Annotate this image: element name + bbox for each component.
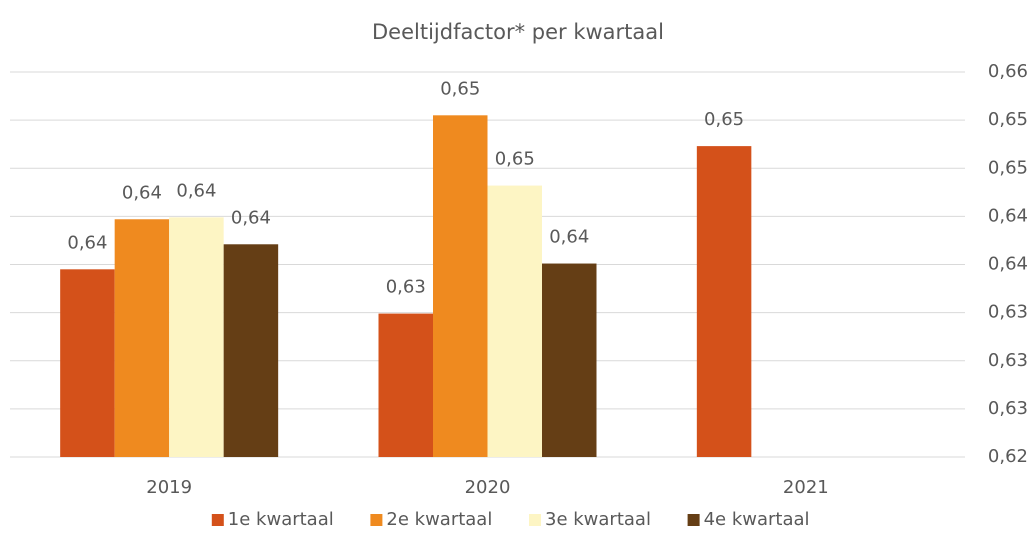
- x-tick-label: 2019: [146, 477, 192, 498]
- data-label: 0,64: [176, 180, 216, 201]
- data-label: 0,64: [549, 227, 589, 248]
- y-tick-label: 0,64: [988, 205, 1028, 226]
- chart-title: Deeltijdfactor* per kwartaal: [372, 20, 664, 44]
- legend-swatch: [687, 514, 700, 526]
- data-label: 0,64: [122, 182, 162, 203]
- data-label: 0,65: [495, 149, 535, 170]
- bar: [696, 146, 752, 458]
- legend-swatch: [529, 514, 541, 526]
- y-tick-label: 0,62: [988, 446, 1028, 467]
- y-tick-label: 0,66: [988, 61, 1028, 82]
- y-tick-label: 0,63: [988, 350, 1028, 371]
- legend-label: 3e kwartaal: [545, 509, 651, 530]
- data-label: 0,64: [231, 207, 271, 228]
- bar: [378, 313, 433, 457]
- legend-swatch: [211, 514, 224, 526]
- y-tick-label: 0,63: [988, 302, 1028, 323]
- y-tick-label: 0,64: [988, 254, 1028, 275]
- bar: [433, 115, 488, 457]
- bar: [114, 219, 170, 457]
- bar: [169, 217, 224, 457]
- legend-label: 4e kwartaal: [704, 509, 810, 530]
- data-label: 0,65: [440, 78, 480, 99]
- legend-label: 2e kwartaal: [386, 509, 492, 530]
- bar: [487, 185, 542, 457]
- data-label: 0,64: [67, 232, 107, 253]
- bar: [542, 263, 597, 457]
- x-tick-label: 2020: [465, 477, 511, 498]
- legend-label: 1e kwartaal: [228, 509, 334, 530]
- y-tick-label: 0,65: [988, 109, 1028, 130]
- y-tick-label: 0,63: [988, 398, 1028, 419]
- legend-swatch: [370, 514, 383, 526]
- x-tick-label: 2021: [783, 477, 829, 498]
- bar: [223, 244, 279, 457]
- data-label: 0,63: [386, 277, 426, 298]
- bar: [60, 269, 115, 457]
- y-tick-label: 0,65: [988, 157, 1028, 178]
- data-label: 0,65: [704, 109, 744, 130]
